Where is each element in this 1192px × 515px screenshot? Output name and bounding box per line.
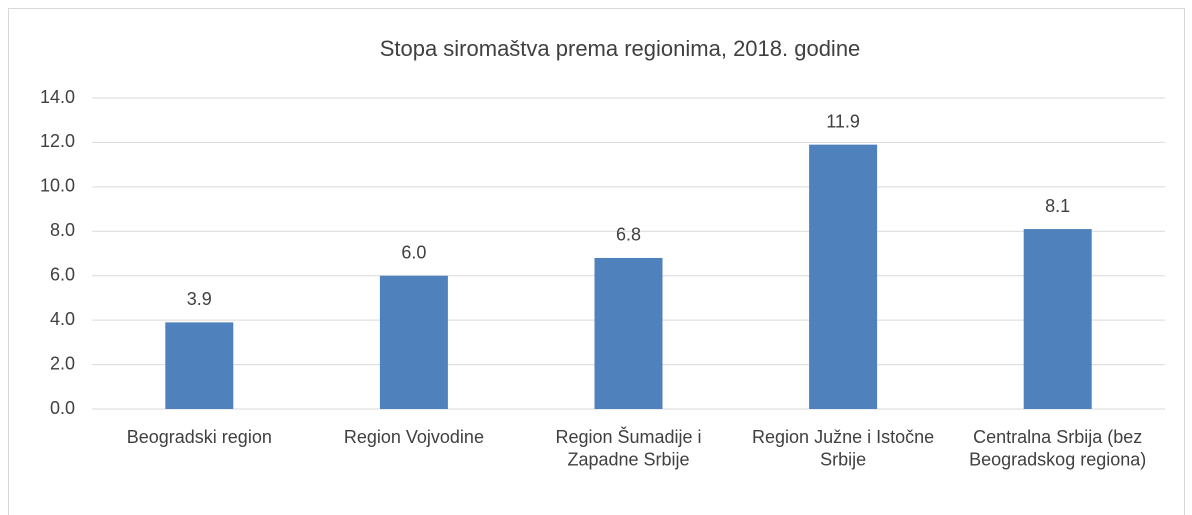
x-tick-label: Region Šumadije i Zapadne Srbije [555,426,701,470]
bar [165,322,234,409]
data-label: 6.8 [616,225,641,245]
y-tick-label: 14.0 [40,87,75,107]
y-tick-label: 8.0 [50,220,75,240]
x-tick-label: Beogradski region [127,427,272,447]
bar [379,275,448,409]
y-tick-label: 10.0 [40,176,75,196]
x-tick-label: Centralna Srbija (bez Beogradskog regiona… [969,427,1146,470]
data-label: 11.9 [826,111,860,131]
data-label: 6.0 [401,242,426,262]
bar [594,257,663,409]
y-tick-label: 12.0 [40,131,75,151]
x-tick-label: Region Vojvodine [344,427,484,447]
chart-title: Stopa siromaštva prema regionima, 2018. … [380,36,861,61]
bar [809,144,878,409]
x-tick-label: Region Južne i Istočne Srbije [752,427,934,470]
y-tick-label: 2.0 [50,353,75,373]
y-tick-label: 4.0 [50,309,75,329]
y-tick-label: 0.0 [50,398,75,418]
y-tick-label: 6.0 [50,264,75,284]
data-label: 3.9 [187,289,212,309]
bar [1023,229,1092,409]
data-label: 8.1 [1045,196,1070,216]
